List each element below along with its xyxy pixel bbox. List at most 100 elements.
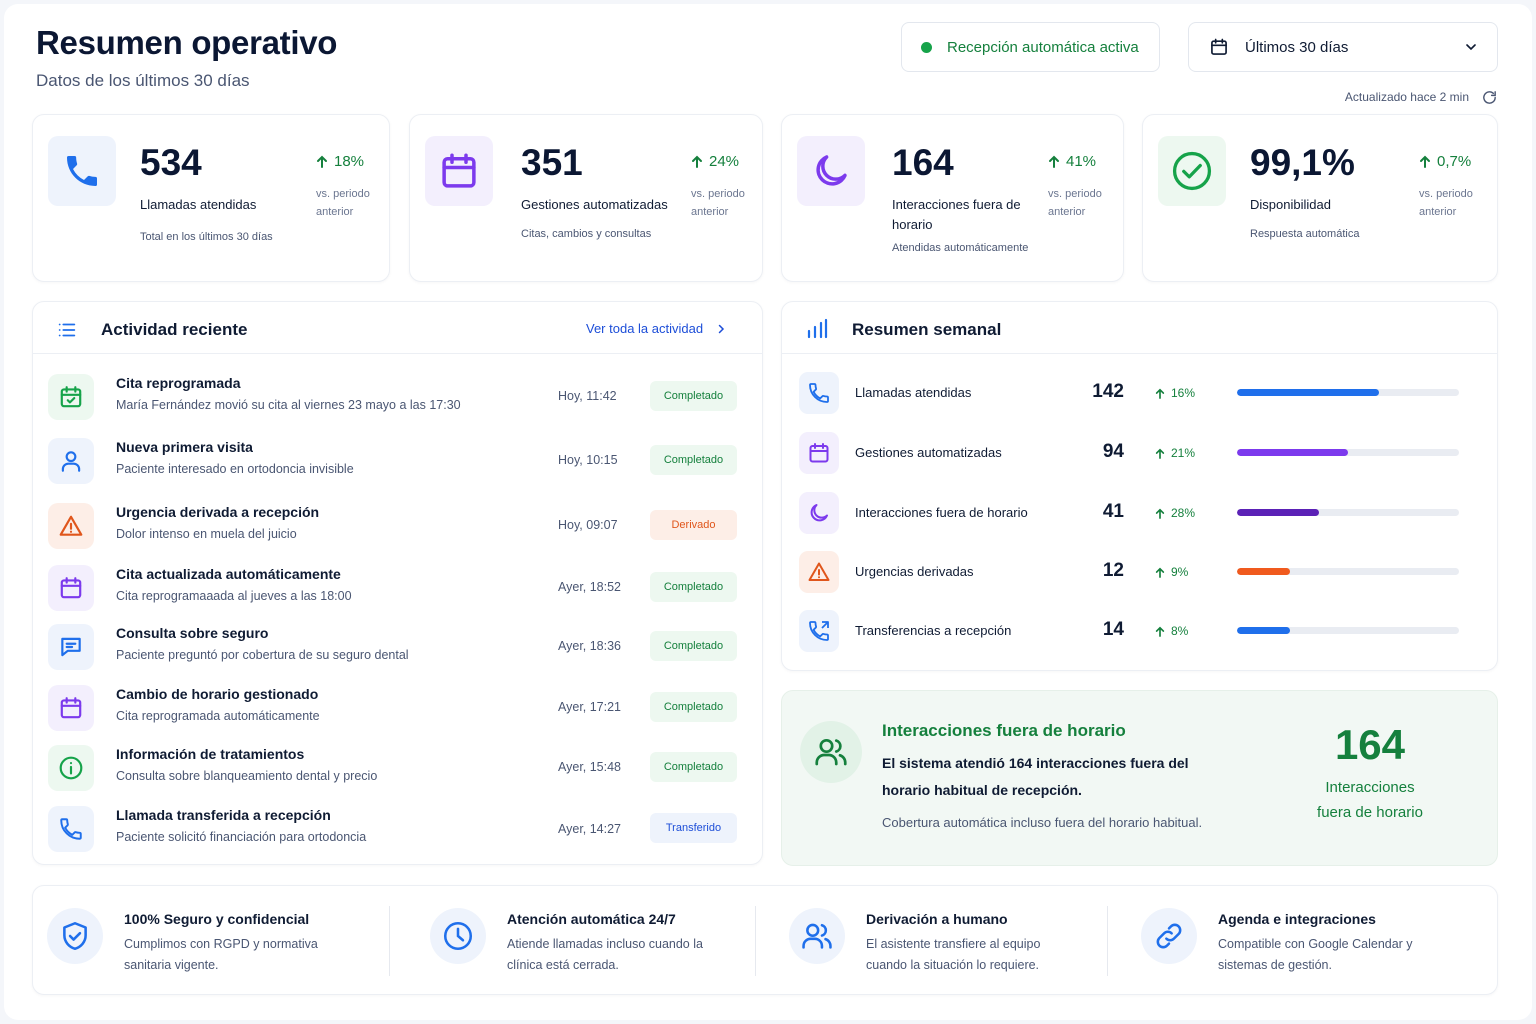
activity-row[interactable]: Urgencia derivada a recepción Dolor inte… bbox=[33, 498, 763, 556]
stat-label: Llamadas atendidas bbox=[140, 197, 257, 212]
stat-vs: vs. periodo anterior bbox=[1419, 188, 1473, 218]
stat-value: 534 bbox=[140, 142, 202, 183]
activity-title: Nueva primera visita bbox=[116, 439, 253, 455]
feature-human: Derivación a humano El asistente transfi… bbox=[775, 886, 1105, 996]
divider bbox=[755, 906, 756, 976]
features-strip: 100% Seguro y confidencial Cumplimos con… bbox=[32, 885, 1498, 995]
recent-activity-panel: Actividad reciente Ver toda la actividad… bbox=[32, 301, 763, 865]
arrow-up-icon bbox=[692, 155, 702, 168]
calendar-check-icon bbox=[48, 374, 94, 420]
feature-title: Atención automática 24/7 bbox=[507, 911, 676, 927]
weekly-delta: 28% bbox=[1155, 506, 1195, 520]
activity-row[interactable]: Llamada transferida a recepción Paciente… bbox=[33, 801, 763, 859]
stat-vs: vs. periodo anterior bbox=[691, 188, 745, 218]
calendar-icon bbox=[48, 685, 94, 731]
activity-row[interactable]: Nueva primera visita Paciente interesado… bbox=[33, 433, 763, 491]
after-hours-text: El sistema atendió 164 interacciones fue… bbox=[882, 755, 1189, 798]
weekly-row: Interacciones fuera de horario 41 28% bbox=[782, 492, 1498, 536]
status-badge: Completado bbox=[650, 572, 737, 602]
date-range-label: Últimos 30 días bbox=[1245, 38, 1349, 56]
view-all-label: Ver toda la actividad bbox=[586, 321, 704, 336]
after-hours-big-value: 164 bbox=[1334, 721, 1406, 768]
progress-track bbox=[1237, 627, 1459, 634]
arrow-up-icon bbox=[1049, 155, 1059, 168]
weekly-row: Urgencias derivadas 12 9% bbox=[782, 551, 1498, 595]
moon-icon bbox=[799, 492, 839, 534]
shield-check-icon bbox=[47, 908, 103, 964]
activity-row[interactable]: Cambio de horario gestionado Cita reprog… bbox=[33, 680, 763, 738]
progress-fill bbox=[1237, 509, 1320, 516]
check-circle-icon bbox=[1158, 136, 1226, 206]
calendar-icon bbox=[425, 136, 493, 206]
feature-247: Atención automática 24/7 Atiende llamada… bbox=[416, 886, 756, 996]
bar-chart-icon bbox=[807, 318, 828, 339]
stat-delta-value: 0,7% bbox=[1437, 153, 1472, 170]
date-range-select[interactable]: Últimos 30 días bbox=[1188, 22, 1498, 72]
stat-delta-value: 24% bbox=[709, 153, 740, 170]
activity-title: Llamada transferida a recepción bbox=[116, 807, 331, 823]
stat-label: Interacciones fuera de horario bbox=[892, 197, 1021, 232]
activity-row[interactable]: Cita reprogramada María Fernández movió … bbox=[33, 369, 763, 427]
arrow-up-icon bbox=[1155, 448, 1165, 459]
progress-track bbox=[1237, 509, 1459, 516]
status-badge: Completado bbox=[650, 445, 737, 475]
activity-row[interactable]: Cita actualizada automáticamente Cita re… bbox=[33, 560, 763, 618]
feature-desc: Compatible con Google Calendar y sistema… bbox=[1218, 937, 1413, 972]
activity-row[interactable]: Consulta sobre seguro Paciente preguntó … bbox=[33, 619, 763, 677]
warning-icon bbox=[799, 551, 839, 593]
weekly-title: Resumen semanal bbox=[852, 320, 1002, 339]
stat-card-availability: 99,1% Disponibilidad Respuesta automátic… bbox=[1142, 114, 1498, 282]
activity-row[interactable]: Información de tratamientos Consulta sob… bbox=[33, 740, 763, 798]
status-dot-icon bbox=[921, 41, 932, 53]
activity-time: Hoy, 09:07 bbox=[558, 518, 618, 532]
calendar-icon bbox=[799, 432, 839, 474]
stat-value: 99,1% bbox=[1250, 142, 1355, 183]
phone-forward-icon bbox=[799, 610, 839, 652]
stat-delta-value: 41% bbox=[1066, 153, 1097, 170]
feature-integrations: Agenda e integraciones Compatible con Go… bbox=[1127, 886, 1497, 996]
status-badge: Completado bbox=[650, 631, 737, 661]
feature-security: 100% Seguro y confidencial Cumplimos con… bbox=[33, 886, 389, 996]
clock-icon bbox=[430, 908, 486, 964]
weekly-label: Gestiones automatizadas bbox=[855, 445, 1002, 460]
weekly-delta-value: 28% bbox=[1171, 506, 1196, 520]
stat-card-calls: 534 Llamadas atendidas Total en los últi… bbox=[32, 114, 390, 282]
activity-time: Ayer, 17:21 bbox=[558, 700, 622, 714]
weekly-delta-value: 9% bbox=[1171, 565, 1189, 579]
arrow-up-icon bbox=[1155, 388, 1165, 399]
activity-time: Ayer, 18:36 bbox=[558, 639, 622, 653]
refresh-icon[interactable] bbox=[1481, 89, 1498, 106]
last-updated: Actualizado hace 2 min bbox=[1290, 87, 1498, 107]
stat-vs: vs. periodo anterior bbox=[316, 188, 370, 218]
weekly-value: 12 bbox=[1102, 560, 1124, 581]
feature-desc: Atiende llamadas incluso cuando la clíni… bbox=[507, 937, 703, 972]
stat-sub: Respuesta automática bbox=[1250, 228, 1360, 240]
weekly-label: Interacciones fuera de horario bbox=[855, 505, 1028, 520]
weekly-row: Llamadas atendidas 142 16% bbox=[782, 372, 1498, 416]
view-all-activity-link[interactable]: Ver toda la actividad bbox=[586, 321, 727, 336]
divider bbox=[782, 353, 1497, 354]
stat-value: 351 bbox=[521, 142, 583, 183]
feature-title: Derivación a humano bbox=[866, 911, 1008, 927]
reception-status-pill[interactable]: Recepción automática activa bbox=[901, 22, 1160, 72]
stat-sub: Total en los últimos 30 días bbox=[140, 231, 273, 243]
status-label: Recepción automática activa bbox=[947, 38, 1139, 56]
page-subtitle: Datos de los últimos 30 días bbox=[36, 71, 250, 90]
warning-icon bbox=[48, 503, 94, 549]
weekly-label: Llamadas atendidas bbox=[855, 385, 972, 400]
weekly-delta: 8% bbox=[1155, 624, 1188, 638]
list-icon bbox=[58, 323, 76, 337]
weekly-row: Gestiones automatizadas 94 21% bbox=[782, 432, 1498, 476]
stat-card-after-hours: 164 Interacciones fuera de horario Atend… bbox=[781, 114, 1124, 282]
calendar-icon bbox=[1211, 38, 1227, 55]
activity-desc: Consulta sobre blanqueamiento dental y p… bbox=[116, 769, 378, 783]
progress-track bbox=[1237, 449, 1459, 456]
stat-delta: 41% bbox=[1048, 153, 1096, 170]
weekly-delta-value: 8% bbox=[1171, 624, 1189, 638]
weekly-delta-value: 21% bbox=[1171, 446, 1196, 460]
activity-title: Actividad reciente bbox=[101, 320, 248, 339]
activity-time: Hoy, 10:15 bbox=[558, 453, 618, 467]
last-updated-label: Actualizado hace 2 min bbox=[1344, 90, 1469, 104]
link-icon bbox=[1141, 908, 1197, 964]
feature-desc: El asistente transfiere al equipo cuando… bbox=[866, 937, 1041, 972]
